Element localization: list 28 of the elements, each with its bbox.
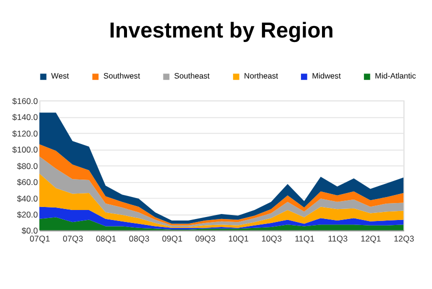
x-tick-label: 11Q3 (328, 234, 348, 244)
y-tick-label: $0.0 (22, 226, 38, 236)
x-tick-label: 10Q3 (261, 234, 282, 244)
y-tick-label: $100.0 (12, 144, 38, 155)
legend-label: Northeast (244, 72, 279, 81)
legend-label: West (51, 72, 70, 81)
y-tick-label: $40.0 (16, 193, 38, 204)
x-tick-label: 12Q3 (394, 234, 415, 244)
y-tick-label: $60.0 (16, 177, 38, 188)
legend-label: Southwest (103, 72, 141, 81)
x-tick-label: 07Q1 (30, 234, 50, 244)
x-tick-label: 08Q3 (128, 234, 150, 244)
x-tick-label: 11Q1 (294, 234, 315, 244)
legend-label: Mid-Atlantic (374, 72, 416, 81)
legend-label: Southeast (174, 72, 210, 81)
x-tick-label: 09Q1 (162, 234, 183, 244)
x-tick-label: 09Q3 (195, 234, 216, 244)
legend-label: Midwest (312, 72, 342, 81)
x-tick-label: 12Q1 (360, 234, 382, 244)
x-tick-label: 08Q1 (96, 234, 117, 244)
y-tick-label: $140.0 (12, 112, 38, 122)
y-tick-label: $120.0 (12, 128, 38, 138)
y-tick-label: $80.0 (16, 160, 38, 171)
x-tick-label: 10Q1 (228, 234, 250, 244)
x-tick-label: 07Q3 (62, 234, 84, 244)
y-tick-label: $160.0 (12, 96, 38, 106)
y-tick-label: $20.0 (16, 210, 38, 220)
chart-title: Investment by Region (109, 17, 334, 42)
